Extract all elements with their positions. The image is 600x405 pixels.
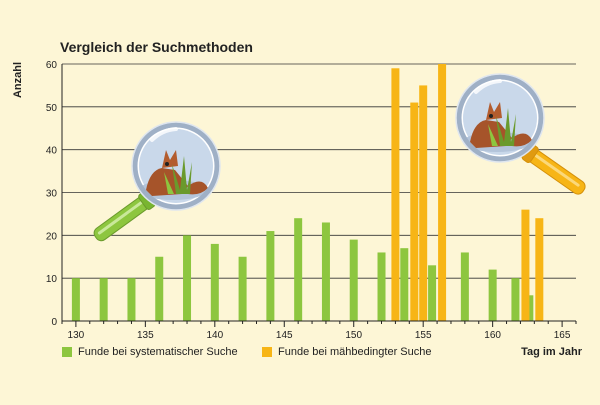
- y-tick-label-30: 30: [46, 189, 58, 200]
- x-tick-label-155: 155: [415, 330, 432, 341]
- bar-mowing-163: [535, 218, 544, 321]
- y-tick-label-40: 40: [46, 146, 58, 157]
- bar-systematic-160: [488, 269, 497, 321]
- bar-systematic-140: [210, 243, 219, 321]
- bar-systematic-130: [71, 278, 80, 321]
- y-tick-label-10: 10: [46, 274, 58, 285]
- x-tick-label-130: 130: [68, 330, 85, 341]
- x-tick-label-135: 135: [137, 330, 154, 341]
- x-axis-label: Tag im Jahr: [521, 346, 582, 358]
- y-tick-label-50: 50: [46, 103, 58, 114]
- y-tick-label-60: 60: [46, 60, 58, 71]
- legend-swatch-mowing: [262, 347, 272, 357]
- bar-mowing-153: [391, 68, 400, 322]
- bar-mowing-156: [438, 64, 447, 321]
- bar-systematic-142: [238, 256, 247, 321]
- bar-mowing-154: [410, 102, 419, 321]
- magnifier-right-icon: [455, 73, 586, 195]
- x-tick-label-150: 150: [345, 330, 362, 341]
- bar-systematic-134: [127, 278, 136, 321]
- bar-systematic-156: [428, 265, 437, 321]
- bar-mowing-162: [521, 209, 530, 321]
- y-tick-label-0: 0: [51, 317, 57, 328]
- bar-systematic-144: [266, 231, 275, 321]
- legend-item-mowing: Funde bei mähbedingter Suche: [262, 346, 432, 358]
- legend: Funde bei systematischer Suche Funde bei…: [62, 346, 582, 362]
- y-axis-label: Anzahl: [12, 62, 24, 98]
- bar-systematic-132: [99, 278, 108, 321]
- x-tick-label-160: 160: [484, 330, 501, 341]
- x-tick-label-165: 165: [554, 330, 571, 341]
- bar-systematic-136: [155, 256, 164, 321]
- x-tick-label-140: 140: [206, 330, 223, 341]
- bar-systematic-158: [460, 252, 469, 321]
- legend-item-systematic: Funde bei systematischer Suche: [62, 346, 238, 358]
- bars: [71, 64, 544, 322]
- bar-systematic-150: [349, 239, 358, 321]
- chart-title: Vergleich der Suchmethoden: [60, 39, 253, 55]
- x-tick-label-145: 145: [276, 330, 293, 341]
- bar-systematic-152: [377, 252, 386, 321]
- magnifier-left-icon: [93, 121, 221, 242]
- bar-systematic-146: [294, 218, 303, 321]
- y-tick-label-20: 20: [46, 231, 58, 242]
- bar-systematic-138: [183, 235, 192, 321]
- axes: 0 10 20 30 40 50 60 130 135 140 145 150 155 160 165: [46, 60, 577, 341]
- bar-systematic-148: [321, 222, 330, 321]
- bar-systematic-154: [400, 248, 409, 321]
- legend-swatch-systematic: [62, 347, 72, 357]
- legend-label-systematic: Funde bei systematischer Suche: [78, 346, 238, 358]
- legend-label-mowing: Funde bei mähbedingter Suche: [278, 346, 432, 358]
- bar-systematic-162: [511, 278, 520, 321]
- bar-mowing-155: [419, 85, 428, 322]
